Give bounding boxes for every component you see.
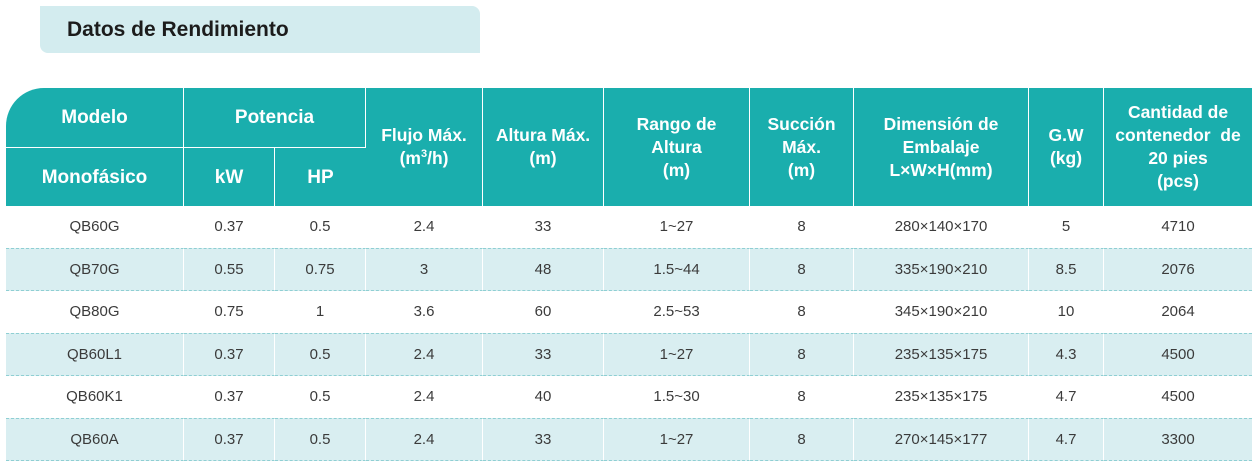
cell-hp: 0.5 (275, 332, 367, 376)
performance-table: Modelo Potencia Flujo Máx. (m3/h) Altura… (6, 88, 1253, 461)
cell-suction: 8 (750, 332, 855, 376)
cell-quantity: 2064 (1161, 303, 1195, 321)
cell-gw: 10 (1029, 291, 1105, 333)
table-body: QB60G 0.37 0.5 2.4 33 1~27 8 280×140×170… (6, 206, 1253, 461)
cell-quantity: 3300 (1104, 417, 1253, 461)
table-row: QB80G 0.75 1 3.6 60 2.5~53 8 345×190×210… (6, 291, 1252, 333)
cell-hp: 0.5 (275, 376, 367, 418)
cell-gw: 4.7 (1029, 417, 1105, 461)
cell-dimension: 335×190×210 (854, 247, 1030, 291)
table-header: Modelo Potencia Flujo Máx. (m3/h) Altura… (6, 88, 1253, 206)
cell-flow: 2.4 (366, 376, 484, 418)
cell-dimension: 345×190×210 (854, 291, 1030, 333)
cell-quantity: 4710 (1161, 218, 1195, 236)
header-dimension: Dimensión de Embalaje L×W×H(mm) (854, 88, 1030, 206)
header-flujo: Flujo Máx. (m3/h) (366, 88, 484, 206)
cell-flow: 2.4 (366, 417, 484, 461)
cell-suction: 8 (750, 417, 855, 461)
page-title: Datos de Rendimiento (67, 17, 289, 41)
cell-dimension: 235×135×175 (854, 376, 1030, 418)
cell-suction: 8 (750, 291, 855, 333)
table-row: QB60A 0.37 0.5 2.4 33 1~27 8 270×145×177… (6, 417, 1253, 461)
cell-quantity: 4500 (1104, 332, 1253, 376)
table-row: QB60K1 0.37 0.5 2.4 40 1.5~30 8 235×135×… (6, 376, 1252, 418)
cell-height: 33 (483, 332, 605, 376)
cell-gw: 4.3 (1029, 332, 1105, 376)
cell-height: 33 (483, 417, 605, 461)
cell-model: QB60A (6, 417, 184, 461)
cell-flow: 2.4 (366, 332, 484, 376)
header-monofasico: Monofásico (6, 148, 184, 206)
cell-hp: 1 (275, 291, 367, 333)
cell-kw: 0.37 (184, 376, 275, 418)
cell-kw: 0.37 (184, 332, 275, 376)
header-potencia: Potencia (184, 88, 367, 148)
cell-hp: 0.5 (275, 206, 367, 248)
cell-range: 1.5~44 (604, 247, 751, 291)
cell-flow: 2.4 (366, 206, 484, 248)
cell-range: 1.5~30 (604, 376, 751, 418)
table-row: QB70G 0.55 0.75 3 48 1.5~44 8 335×190×21… (6, 247, 1253, 291)
cell-hp: 0.75 (275, 247, 367, 291)
cell-hp: 0.5 (275, 417, 367, 461)
header-gw: G.W (kg) (1029, 88, 1105, 206)
section-title-badge: Datos de Rendimiento (40, 6, 480, 53)
cell-range: 1~27 (604, 417, 751, 461)
cell-model: QB60L1 (6, 332, 184, 376)
cell-kw: 0.55 (184, 247, 275, 291)
cell-range: 2.5~53 (604, 291, 751, 333)
cell-range: 1~27 (604, 332, 751, 376)
cell-gw: 4.7 (1029, 376, 1105, 418)
cell-flow: 3.6 (366, 291, 484, 333)
header-rango: Rango de Altura (m) (604, 88, 751, 206)
header-cantidad: Cantidad de contenedor de 20 pies (pcs) (1104, 88, 1253, 206)
cell-model: QB60G (6, 206, 184, 248)
header-succion: Succión Máx. (m) (750, 88, 855, 206)
cell-model: QB60K1 (6, 376, 184, 418)
cell-quantity: 2076 (1104, 247, 1253, 291)
cell-height: 60 (483, 291, 605, 333)
cell-model: QB70G (6, 247, 184, 291)
cell-quantity: 4500 (1161, 388, 1195, 406)
cell-range: 1~27 (604, 206, 751, 248)
cell-gw: 8.5 (1029, 247, 1105, 291)
cell-suction: 8 (750, 376, 855, 418)
cell-height: 48 (483, 247, 605, 291)
table-row: QB60G 0.37 0.5 2.4 33 1~27 8 280×140×170… (6, 206, 1252, 248)
cell-model: QB80G (6, 291, 184, 333)
header-modelo: Modelo (6, 88, 184, 148)
cell-dimension: 235×135×175 (854, 332, 1030, 376)
table-row: QB60L1 0.37 0.5 2.4 33 1~27 8 235×135×17… (6, 332, 1253, 376)
cell-kw: 0.37 (184, 206, 275, 248)
cell-suction: 8 (750, 206, 855, 248)
cell-kw: 0.37 (184, 417, 275, 461)
cell-gw: 5 (1029, 206, 1105, 248)
cell-kw: 0.75 (184, 291, 275, 333)
cell-dimension: 280×140×170 (854, 206, 1030, 248)
cell-dimension: 270×145×177 (854, 417, 1030, 461)
header-kw: kW (184, 148, 275, 206)
header-altura: Altura Máx. (m) (483, 88, 605, 206)
cell-height: 33 (483, 206, 605, 248)
header-hp: HP (275, 148, 367, 206)
cell-height: 40 (483, 376, 605, 418)
cell-flow: 3 (366, 247, 484, 291)
cell-suction: 8 (750, 247, 855, 291)
